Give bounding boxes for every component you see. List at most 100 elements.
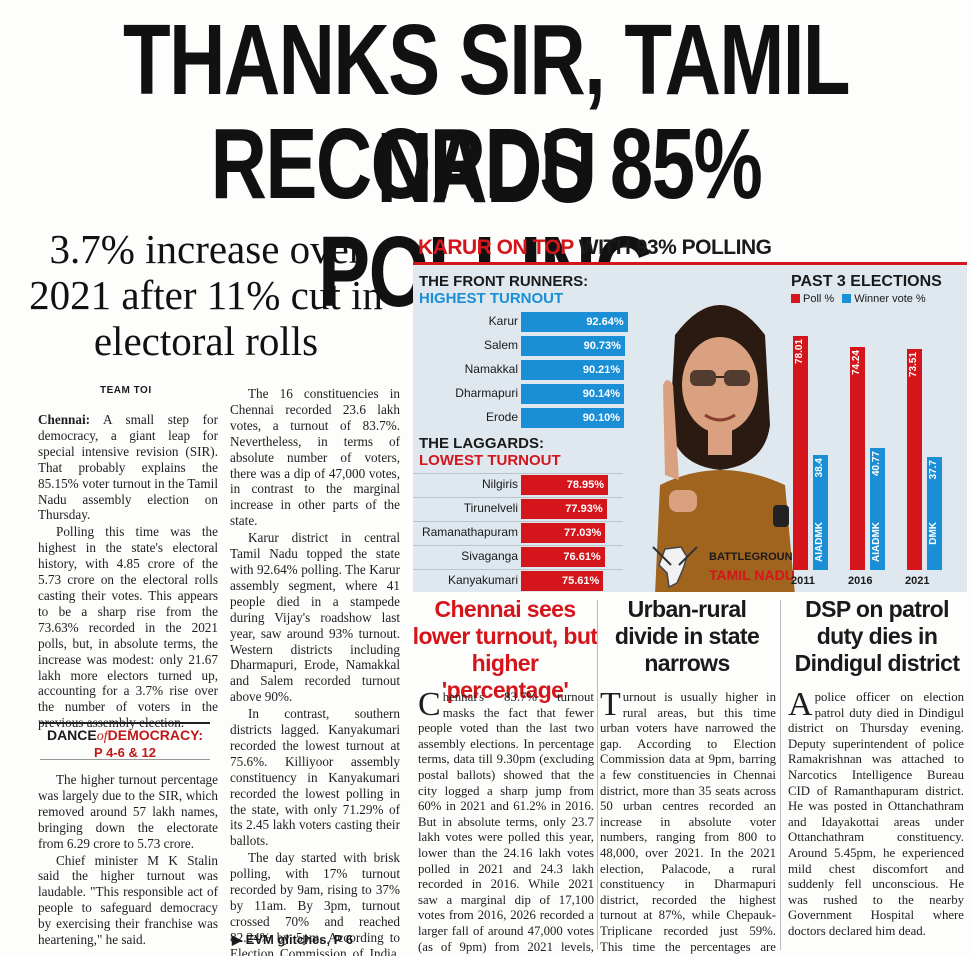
col1-para-2: Polling this time was the highest in the… [38, 524, 218, 731]
bar-value-label: 38.4 [814, 457, 825, 478]
infographic-title: KARUR ON TOP WITH 93% POLLING [418, 236, 772, 260]
story1-text: hennai's 83.7% turnout masks the fact th… [418, 690, 594, 956]
bar-category-label: Tirunelveli [463, 501, 518, 515]
lag-title-text: THE LAGGARDS: [419, 435, 544, 452]
bar-category-label: Nilgiris [482, 477, 518, 491]
bar-category-label: Karur [488, 314, 518, 328]
story3-headline: DSP on patrol duty dies in Dindigul dist… [794, 596, 960, 676]
bar-value-label: 40.77 [871, 450, 882, 476]
party-label: AIADMK [871, 522, 882, 562]
bar-value: 77.03% [521, 523, 606, 543]
col1-para-3: The higher turnout percentage was largel… [38, 772, 218, 851]
front-row-erode: Erode 90.10% [413, 407, 624, 429]
front-subtitle: HIGHEST TURNOUT [419, 290, 564, 307]
evm-glitches-ref[interactable]: ▶ EVM glitches, P 6 [232, 932, 354, 947]
story1-headline: Chennai sees lower turnout, but higher '… [412, 596, 598, 703]
bar-value-label: 74.24 [851, 350, 862, 376]
front-title-text: THE FRONT RUNNERS: [419, 273, 589, 290]
winner-bar-2011 [813, 454, 828, 570]
story3-dropcap: A [788, 686, 813, 723]
divider [597, 600, 598, 950]
poll-bar-2021 [907, 349, 922, 570]
story2-dropcap: T [600, 686, 621, 723]
laggard-row-sivaganga: Sivaganga 76.61% [413, 545, 623, 567]
tamil-nadu-map-icon [652, 546, 698, 589]
bar-value: 75.61% [521, 571, 604, 591]
dance-of: of [96, 729, 108, 744]
story2-text: urnout is usually higher in rural areas,… [600, 690, 776, 954]
legend-winner: Winner vote % [842, 293, 926, 305]
bar-category-label: Namakkal [464, 362, 518, 376]
column-1: Chennai: A small step for democracy, a g… [38, 412, 218, 732]
front-row-dharmapuri: Dharmapuri 90.14% [413, 383, 625, 405]
winner-bar-2021 [927, 456, 942, 570]
laggard-row-kanyakumari: Kanyakumari 75.61% [413, 569, 623, 591]
infographic-panel: THE FRONT RUNNERS: HIGHEST TURNOUT Karur… [413, 262, 967, 592]
bar-category-label: Ramanathapuram [421, 525, 518, 539]
col1-para-1: Chennai: A small step for democracy, a g… [38, 412, 218, 523]
laggard-row-ramanathapuram: Ramanathapuram 77.03% [413, 521, 623, 543]
bar-value-label: 73.51 [908, 352, 919, 378]
winner-bar-2016 [870, 447, 885, 570]
party-label: DMK [928, 522, 939, 545]
bar-value: 76.61% [521, 547, 605, 567]
voter-photo [635, 275, 805, 592]
dance-title: DANCEofDEMOCRACY: [40, 727, 210, 745]
divider [780, 600, 781, 950]
front-row-salem: Salem 90.73% [413, 335, 625, 357]
bar-value: 77.93% [521, 499, 607, 519]
poll-bar-2016 [850, 347, 865, 570]
story2-headline: Urban-rural divide in state narrows [614, 596, 760, 676]
column-2: The 16 constituencies in Chennai recorde… [230, 386, 400, 956]
poll-bar-2011 [793, 335, 808, 570]
bar-value-label: 37.7 [928, 459, 939, 480]
legend-poll: Poll % [791, 293, 834, 305]
bar-value: 90.73% [521, 336, 625, 356]
column-1-lower: The higher turnout percentage was largel… [38, 772, 218, 949]
past-elections-legend: Poll % Winner vote % [791, 293, 926, 305]
bar-value-label: 78.01 [794, 338, 805, 364]
infographic-title-red: KARUR ON TOP [418, 236, 574, 259]
party-label: AIADMK [814, 522, 825, 562]
year-label-2011: 2011 [791, 575, 815, 587]
year-label-2021: 2021 [905, 575, 930, 587]
story3-text: police officer on election patrol duty d… [788, 690, 964, 938]
dateline: Chennai: [38, 412, 91, 427]
infographic-title-black: WITH 93% POLLING [578, 236, 772, 259]
bar-value: 90.10% [521, 408, 624, 428]
bar-value: 90.14% [521, 384, 625, 404]
bar-value: 92.64% [521, 312, 628, 332]
bar-category-label: Erode [485, 410, 518, 424]
battleground-badge: BATTLEGROUND TAMIL NADU [645, 543, 800, 592]
col2-para-4: The day started with brisk polling, with… [230, 850, 400, 956]
byline: TEAM TOI [100, 385, 152, 396]
col1-para-1-text: A small step for democracy, a giant leap… [38, 412, 218, 523]
front-row-namakkal: Namakkal 90.21% [413, 359, 625, 381]
laggard-row-tirunelveli: Tirunelveli 77.93% [413, 497, 623, 519]
bar-value: 90.21% [521, 360, 625, 380]
subhead: 3.7% increase over 2021 after 11% cut in… [29, 226, 383, 364]
bar-category-label: Salem [483, 338, 518, 352]
col1-para-4: Chief minister M K Stalin said the highe… [38, 852, 218, 948]
bar-category-label: Kanyakumari [447, 573, 518, 587]
story1-dropcap: C [418, 686, 441, 723]
past-elections-title: PAST 3 ELECTIONS [791, 273, 942, 290]
front-row-karur: Karur 92.64% [413, 311, 628, 333]
front-runners-title: THE FRONT RUNNERS: HIGHEST TURNOUT [419, 273, 588, 307]
col2-para-2: Karur district in central Tamil Nadu top… [230, 530, 400, 705]
tamil-nadu-label: TAMIL NADU [709, 567, 795, 583]
battleground-label: BATTLEGROUND [709, 551, 801, 563]
bar-category-label: Dharmapuri [455, 386, 518, 400]
dance-pages: P 4-6 & 12 [94, 745, 156, 760]
bar-category-label: Sivaganga [461, 549, 518, 563]
dance-democracy: DEMOCRACY: [107, 727, 204, 743]
laggards-title: THE LAGGARDS: LOWEST TURNOUT [419, 435, 561, 469]
bar-value: 78.95% [521, 475, 609, 495]
main-headline-line1: THANKS SIR, TAMIL NADU [123, 4, 851, 224]
laggard-row-nilgiris: Nilgiris 78.95% [413, 473, 623, 495]
col2-para-3: In contrast, southern districts lagged. … [230, 706, 400, 849]
dance-word: DANCE [46, 727, 97, 743]
